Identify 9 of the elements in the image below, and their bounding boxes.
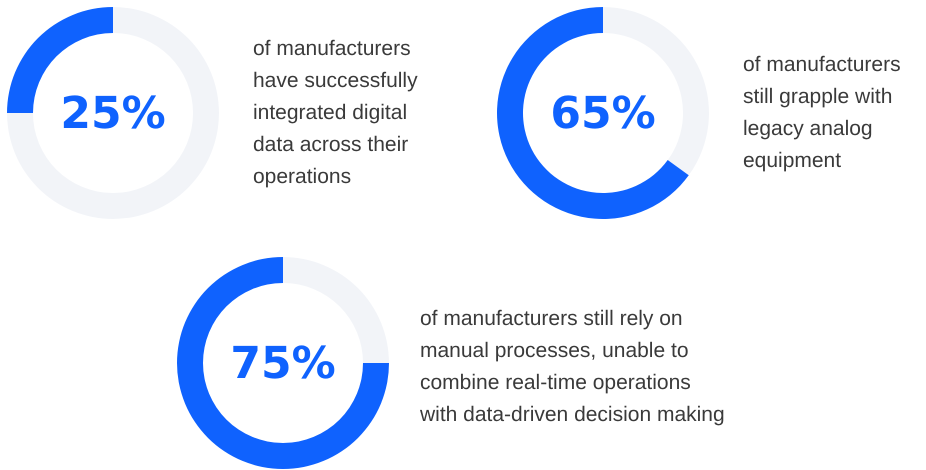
donut-slice xyxy=(7,7,219,219)
donut-slice xyxy=(497,7,689,219)
text: 65% xyxy=(550,88,656,139)
text: of manufacturers have successfully integrated digital data across their operations xyxy=(253,37,418,188)
text: 25% xyxy=(60,88,166,139)
text: 75% xyxy=(230,338,336,389)
text: of manufacturers still grapple with legacy analog equipment xyxy=(743,53,901,172)
text: of manufacturers still rely on manual processes, unable to combine real-time operations with data-driven decision making xyxy=(419,307,725,426)
donut-slice xyxy=(177,257,389,469)
